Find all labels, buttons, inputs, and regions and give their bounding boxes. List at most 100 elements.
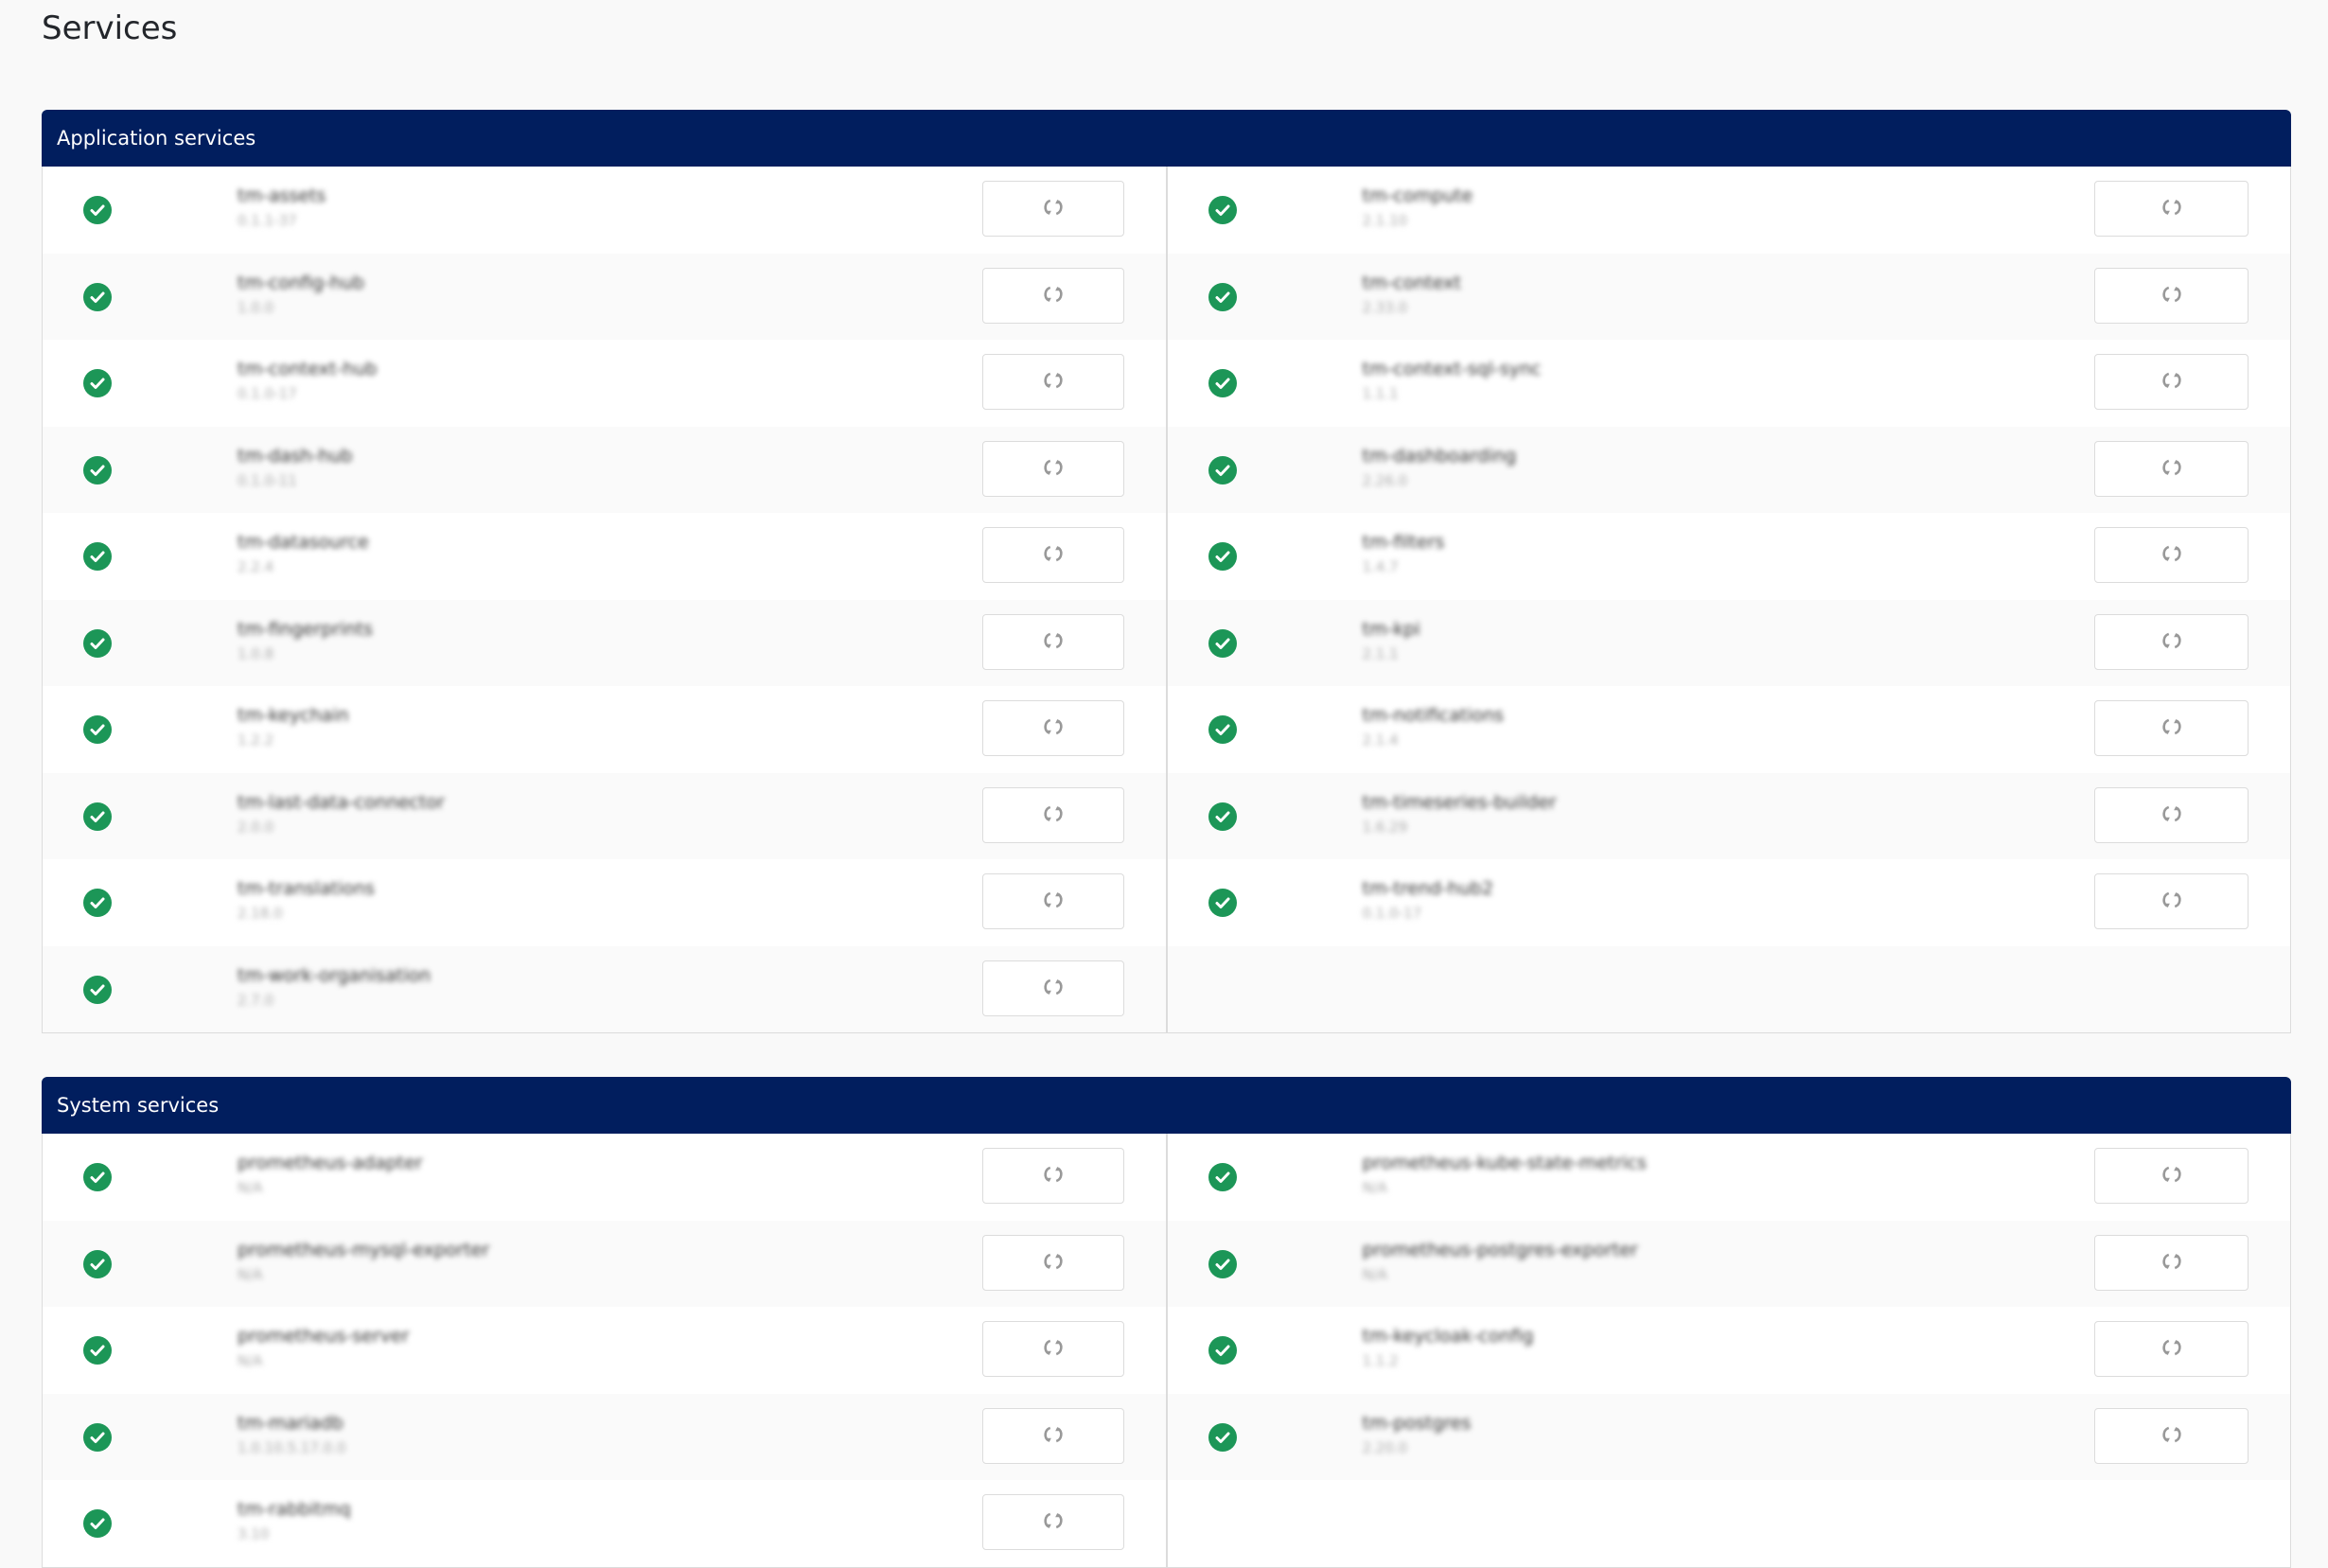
- service-row: tm-keychain 1.2.2: [43, 686, 1166, 773]
- service-row: tm-kpi 2.1.1: [1167, 599, 2290, 686]
- check-circle-icon: [83, 975, 112, 1004]
- service-version: 1.6.29: [1362, 818, 1408, 836]
- restart-button[interactable]: [2094, 613, 2249, 670]
- service-row: tm-work-organisation 2.7.0: [43, 945, 1166, 1032]
- restart-button[interactable]: [2094, 1234, 2249, 1291]
- service-row: tm-dashboarding 2.26.0: [1167, 426, 2290, 513]
- check-circle-icon: [83, 1422, 112, 1452]
- service-version: N/A: [238, 1265, 263, 1283]
- restart-button[interactable]: [2094, 440, 2249, 497]
- check-circle-icon: [83, 1336, 112, 1365]
- restart-button[interactable]: [981, 1407, 1124, 1464]
- service-version: 0.1.0-11: [238, 471, 297, 489]
- restart-button[interactable]: [2094, 1407, 2249, 1464]
- service-row: tm-compute 2.1.10: [1168, 167, 2291, 254]
- restart-button[interactable]: [981, 1148, 1124, 1204]
- empty-row: [1168, 1480, 2291, 1567]
- restart-button[interactable]: [981, 786, 1124, 843]
- check-circle-icon: [1208, 889, 1237, 917]
- restart-button[interactable]: [981, 440, 1124, 497]
- check-circle-icon: [83, 1509, 112, 1538]
- restart-icon: [1041, 541, 1066, 569]
- restart-button[interactable]: [2094, 873, 2249, 929]
- restart-button[interactable]: [981, 873, 1124, 929]
- restart-icon: [2160, 368, 2184, 396]
- restart-icon: [1041, 714, 1066, 742]
- restart-icon: [1041, 802, 1066, 829]
- restart-button[interactable]: [981, 354, 1124, 410]
- service-version: 2.7.0: [238, 991, 274, 1009]
- service-row: prometheus-kube-state-metrics N/A: [1168, 1134, 2291, 1221]
- service-row: tm-postgres 2.20.0: [1167, 1393, 2290, 1480]
- section-header: Application services: [42, 110, 2291, 167]
- check-circle-icon: [1208, 628, 1237, 658]
- service-name: prometheus-server: [238, 1326, 410, 1347]
- service-name: tm-rabbitmq: [238, 1499, 351, 1520]
- service-version: 1.2.2: [238, 731, 274, 749]
- restart-button[interactable]: [2094, 700, 2249, 756]
- restart-icon: [2160, 541, 2184, 569]
- restart-icon: [1041, 628, 1066, 656]
- restart-button[interactable]: [2094, 181, 2249, 237]
- check-circle-icon: [83, 715, 112, 744]
- restart-button[interactable]: [981, 527, 1124, 583]
- service-row: prometheus-postgres-exporter N/A: [1167, 1220, 2290, 1307]
- restart-icon: [1041, 195, 1066, 222]
- service-name: tm-mariadb: [238, 1412, 344, 1434]
- restart-button[interactable]: [981, 1494, 1124, 1550]
- service-version: 2.20.0: [1362, 1438, 1408, 1456]
- service-row: tm-filters 1.4.7: [1168, 513, 2291, 600]
- restart-icon: [1041, 1508, 1066, 1536]
- restart-button[interactable]: [981, 181, 1124, 237]
- restart-icon: [1041, 368, 1066, 396]
- restart-button[interactable]: [2094, 527, 2249, 583]
- restart-icon: [1041, 282, 1066, 309]
- restart-button[interactable]: [981, 613, 1124, 670]
- check-circle-icon: [83, 282, 112, 311]
- check-circle-icon: [1208, 1336, 1237, 1365]
- restart-button[interactable]: [981, 1321, 1124, 1377]
- restart-icon: [2160, 1162, 2184, 1189]
- service-name: tm-dash-hub: [238, 445, 353, 467]
- restart-button[interactable]: [2094, 1148, 2249, 1204]
- check-circle-icon: [1208, 542, 1237, 571]
- restart-icon: [1041, 1249, 1066, 1277]
- restart-icon: [2160, 1335, 2184, 1363]
- service-name: tm-postgres: [1362, 1412, 1472, 1434]
- restart-button[interactable]: [981, 267, 1124, 324]
- service-name: tm-dashboarding: [1362, 445, 1517, 467]
- restart-button[interactable]: [981, 960, 1124, 1016]
- service-name: tm-keycloak-config: [1362, 1326, 1534, 1347]
- service-row: tm-config-hub 1.0.0: [43, 253, 1166, 340]
- service-version: 1.0.0: [238, 298, 274, 316]
- restart-button[interactable]: [2094, 354, 2249, 410]
- restart-button[interactable]: [2094, 786, 2249, 843]
- service-name: tm-kpi: [1362, 618, 1420, 640]
- restart-button[interactable]: [2094, 1321, 2249, 1377]
- restart-icon: [2160, 888, 2184, 915]
- service-name: tm-timeseries-builder: [1362, 791, 1557, 813]
- restart-button[interactable]: [981, 700, 1124, 756]
- service-row: tm-datasource 2.2.4: [43, 513, 1166, 600]
- check-circle-icon: [1208, 1249, 1237, 1278]
- service-name: prometheus-adapter: [238, 1153, 423, 1173]
- service-name: tm-filters: [1362, 532, 1445, 553]
- restart-button[interactable]: [981, 1234, 1124, 1291]
- service-version: N/A: [238, 1352, 263, 1369]
- check-circle-icon: [1208, 802, 1237, 831]
- restart-icon: [1041, 888, 1066, 915]
- service-version: 2.33.0: [1362, 298, 1408, 316]
- restart-button[interactable]: [2094, 267, 2249, 324]
- service-row: tm-trend-hub2 0.1.0-17: [1168, 859, 2291, 946]
- restart-icon: [2160, 195, 2184, 222]
- restart-icon: [2160, 628, 2184, 656]
- service-version: 0.1.0-17: [1362, 905, 1422, 922]
- service-row: tm-translations 2.18.0: [43, 859, 1166, 946]
- service-name: prometheus-mysql-exporter: [238, 1239, 490, 1260]
- restart-icon: [2160, 1422, 2184, 1450]
- service-version: 3.10: [238, 1525, 270, 1542]
- check-circle-icon: [83, 802, 112, 831]
- services-column-left: tm-assets 0.1.1-37 tm-config-hub 1.0.0 tm-co…: [43, 167, 1168, 1032]
- service-row: tm-dash-hub 0.1.0-11: [43, 426, 1166, 513]
- service-row: tm-rabbitmq 3.10: [43, 1480, 1166, 1567]
